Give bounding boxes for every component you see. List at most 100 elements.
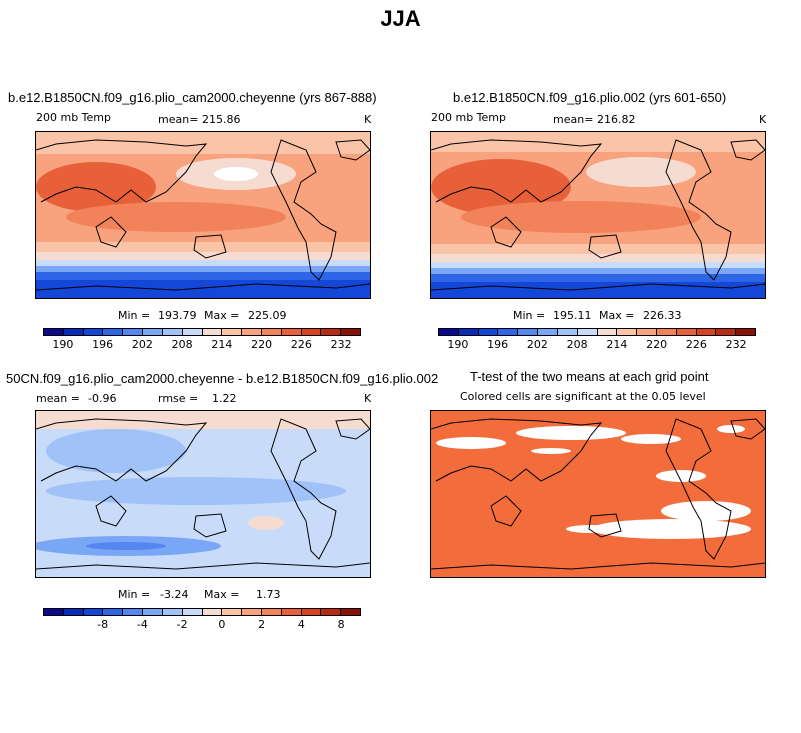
panel3-field-south-pole [36,561,370,577]
panel1-map [35,131,371,299]
colorbar-swatch [736,329,755,335]
colorbar-swatch [222,609,243,615]
panel2-field-band-5 [431,274,765,282]
panel2-mean-value: 216.82 [597,113,636,126]
panel3-min-value: -3.24 [160,588,189,601]
colorbar-swatch [597,329,618,335]
colorbar-tick-label: 190 [447,338,469,351]
panel3-coastlines [36,418,370,570]
colorbar-swatch [103,329,124,335]
panel2-field-band-1 [431,244,765,254]
panel3-max-value: 1.73 [256,588,281,601]
colorbar-swatch [83,329,104,335]
colorbar-swatch [341,609,360,615]
colorbar-tick-label: 220 [251,338,273,351]
colorbar-swatch [637,329,657,335]
colorbar-tick-label: -2 [176,618,188,631]
panel2-field-band-4 [431,268,765,274]
panel1-colorbar-ticks: 190 196 202 208 214 220 226 232 [43,338,361,352]
colorbar-swatch [63,609,84,615]
panel1-field-asia-warm [36,162,156,212]
colorbar-tick-label: 220 [646,338,668,351]
colorbar-swatch [162,609,183,615]
panel3-colorbar [43,608,361,616]
panel1-colorbar [43,328,361,336]
colorbar-tick-label: 226 [685,338,707,351]
panel1-variable-label: 200 mb Temp [36,111,112,124]
colorbar-swatch [656,329,677,335]
panel3-field-south-min [86,542,166,550]
colorbar-swatch [321,609,342,615]
colorbar-swatch [83,609,104,615]
colorbar-tick-label: 0 [218,618,226,631]
panel2-field-band-2 [431,254,765,262]
colorbar-swatch [261,329,282,335]
colorbar-swatch [557,329,578,335]
panel2-mean-label: mean= [553,113,594,126]
colorbar-swatch [222,329,243,335]
panel3-units: K [364,392,372,405]
panel4-insignificant-cells [436,425,751,539]
panel3-min-label: Min = [118,588,151,601]
colorbar-swatch [301,329,322,335]
panel2-field-asia-warm [431,159,571,215]
panel2-field-polar-north [431,132,765,152]
panel1-coastlines [36,139,370,291]
colorbar-tick-label: 196 [487,338,509,351]
colorbar-tick-label: 208 [171,338,193,351]
colorbar-swatch [518,329,539,335]
colorbar-tick-label: 214 [211,338,233,351]
panel1-min-value: 193.79 [158,309,197,322]
colorbar-tick-label: 202 [131,338,153,351]
colorbar-swatch [242,329,262,335]
panel1-min-label: Min = [118,309,151,322]
colorbar-tick-label: 2 [258,618,266,631]
panel1-field-band-4 [36,266,370,272]
panel2-max-value: 226.33 [643,309,682,322]
panel4-map [430,410,766,578]
panel2-min-value: 195.11 [553,309,592,322]
colorbar-swatch [103,609,124,615]
colorbar-swatch [44,329,64,335]
panel2-colorbar-ticks: 190 196 202 208 214 220 226 232 [438,338,756,352]
panel1-mean-label: mean= [158,113,199,126]
colorbar-swatch [182,609,203,615]
panel2-field-band-6 [431,282,765,298]
colorbar-tick-label: 196 [92,338,114,351]
panel3-rmse-label: rmse = [158,392,199,405]
panel2-variable-label: 200 mb Temp [431,111,507,124]
colorbar-swatch [617,329,638,335]
colorbar-tick-label: 232 [725,338,747,351]
colorbar-swatch [458,329,479,335]
panel1-field-polar-north [36,132,370,154]
panel3-max-label: Max = [204,588,240,601]
colorbar-swatch [281,329,302,335]
panel2-field-pacific-cool [586,157,696,187]
panel2-max-label: Max = [599,309,635,322]
colorbar-swatch [143,329,163,335]
colorbar-swatch [577,329,598,335]
colorbar-swatch [123,329,144,335]
panel3-mean-value: -0.96 [88,392,117,405]
panel1-field-band-3 [36,260,370,266]
colorbar-swatch [143,609,163,615]
colorbar-swatch [44,609,64,615]
panel4-coastlines [431,418,765,570]
colorbar-swatch [321,329,342,335]
colorbar-swatch [281,609,302,615]
panel3-rmse-value: 1.22 [212,392,237,405]
page-title: JJA [380,6,421,31]
panel3-field-asia-cool [46,429,186,473]
panel4-subtitle: Colored cells are significant at the 0.0… [460,390,706,403]
colorbar-swatch [498,329,519,335]
panel1-units: K [364,113,372,126]
colorbar-tick-label: 214 [606,338,628,351]
colorbar-swatch [182,329,203,335]
panel2-field-tropics [461,201,701,233]
panel1-field-tropics [66,202,286,232]
panel2-units: K [759,113,767,126]
colorbar-tick-label: 232 [330,338,352,351]
colorbar-swatch [202,609,223,615]
colorbar-tick-label: 190 [52,338,74,351]
panel2-min-label: Min = [513,309,546,322]
